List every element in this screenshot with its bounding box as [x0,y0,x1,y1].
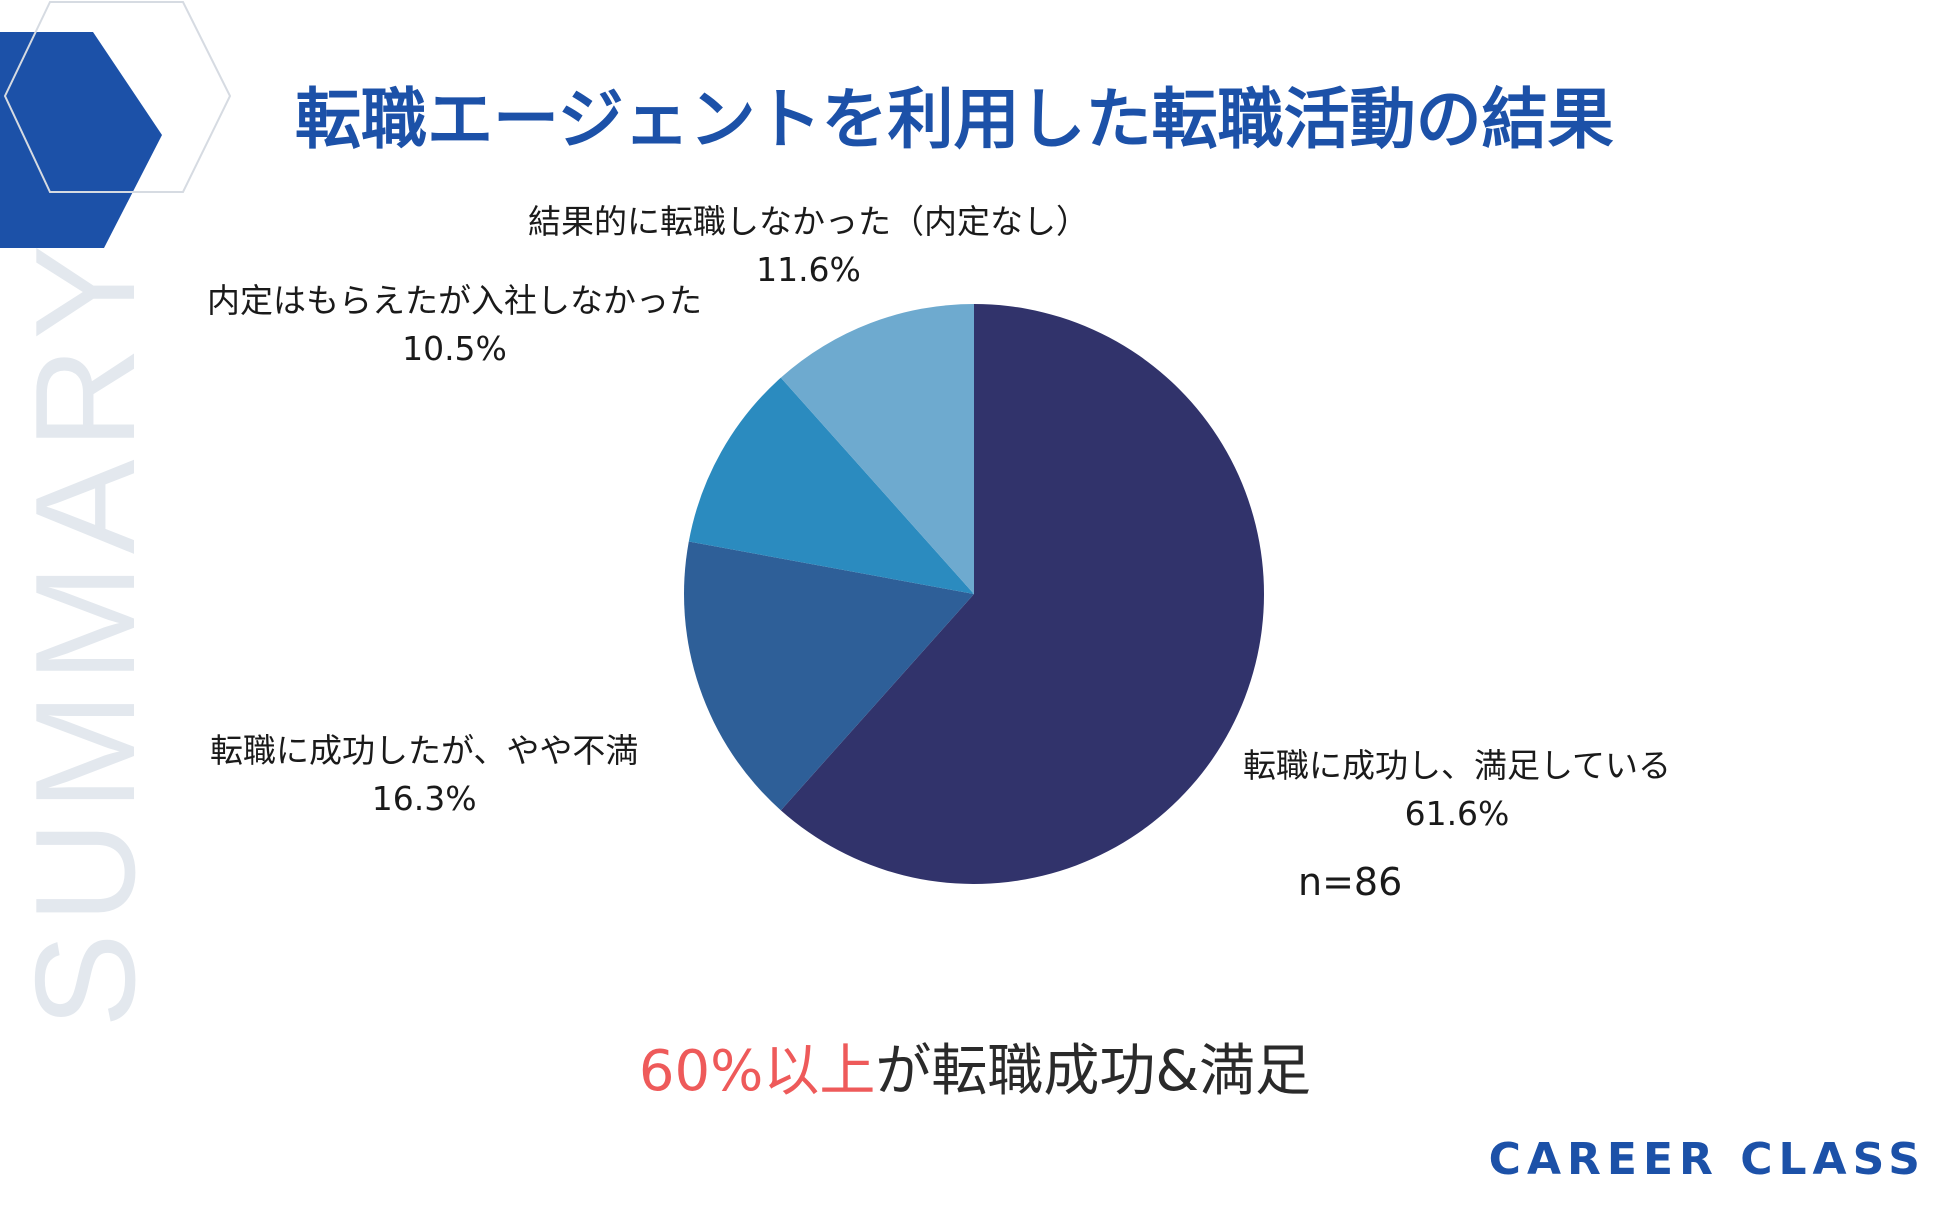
slice-label-satisfied: 転職に成功し、満足している 61.6% [1243,742,1671,838]
slice-label-text: 転職に成功し、満足している [1243,746,1672,785]
hexagon-outline [3,1,232,193]
slice-label-percent: 61.6% [1404,793,1510,833]
slice-label-unsatisfied: 転職に成功したが、やや不満 16.3% [210,727,638,823]
slice-label-declined-offer: 内定はもらえたが入社しなかった 10.5% [207,277,702,373]
page-title: 転職エージェントを利用した転職活動の結果 [295,81,1614,158]
conclusion-text: が転職成功&満足 [875,1039,1312,1104]
slice-label-percent: 16.3% [371,778,477,818]
slice-label-percent: 11.6% [756,249,861,289]
slice-label-percent: 10.5% [402,328,507,368]
conclusion-highlight: 60%以上 [638,1039,876,1104]
hexagon-shape [0,32,162,248]
sample-size: n=86 [1298,860,1403,904]
conclusion: 60%以上が転職成功&満足 [0,1026,1950,1107]
slice-label-text: 転職に成功したが、やや不満 [210,731,639,770]
pie-slice-1 [684,541,974,811]
pie-slice-3 [780,304,974,594]
brand-logo: CAREER CLASS [1488,1134,1926,1185]
hexagon-decoration [0,1,232,248]
slice-label-text: 結果的に転職しなかった（内定なし） [528,202,1089,241]
slice-label-no-offer: 結果的に転職しなかった（内定なし） 11.6% [528,198,1089,294]
pie-slice-0 [780,304,1265,884]
slice-label-text: 内定はもらえたが入社しなかった [207,281,702,320]
pie-slice-2 [688,377,974,594]
